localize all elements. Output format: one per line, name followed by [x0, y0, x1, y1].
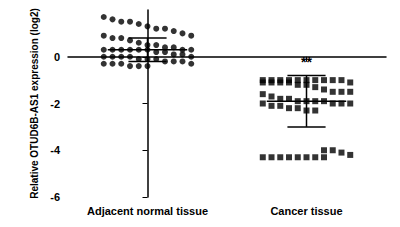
- svg-text:0: 0: [54, 51, 60, 63]
- svg-text:-4: -4: [50, 144, 61, 156]
- svg-text:Cancer tissue: Cancer tissue: [270, 205, 342, 217]
- svg-text:-2: -2: [50, 98, 60, 110]
- svg-text:Relative OTUD6B-AS1 expression: Relative OTUD6B-AS1 expression (log2): [29, 8, 40, 199]
- svg-text:**: **: [301, 54, 312, 70]
- svg-text:Adjacent normal tissue: Adjacent normal tissue: [87, 205, 208, 217]
- svg-text:-6: -6: [50, 191, 60, 203]
